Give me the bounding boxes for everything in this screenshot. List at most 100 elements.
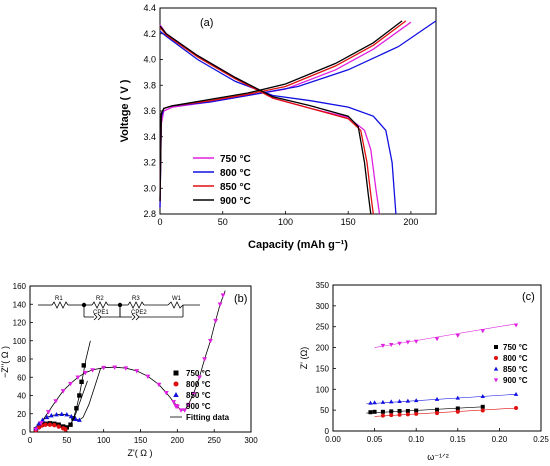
panel-b-fit-curve-0	[35, 340, 91, 430]
panel-a-xtick-label: 150	[341, 217, 356, 227]
panel-c-xtick-label: 0.10	[408, 435, 424, 444]
panel-b-point-3	[101, 365, 107, 371]
panel-b-point-3	[213, 318, 219, 324]
panel-b-legend-marker	[173, 392, 179, 397]
panel-c-point-0	[372, 409, 377, 414]
panel-c-legend-marker	[493, 366, 499, 371]
panel-a-xtick-label: 200	[403, 217, 418, 227]
panel-c-label: (c)	[522, 291, 535, 303]
panel-b-point-0	[81, 363, 86, 368]
panel-b-point-3	[182, 408, 188, 413]
panel-c-point-3	[455, 333, 460, 338]
panel-a-discharge-curve-1	[159, 30, 397, 215]
panel-b-point-3	[156, 382, 162, 388]
panel-b-point-3	[112, 365, 118, 370]
panel-c-ytick-label: 200	[316, 344, 330, 353]
panel-c-point-0	[480, 404, 485, 409]
panel-c-frame	[332, 284, 542, 432]
panel-c-point-3	[405, 340, 411, 345]
panel-b-point-3	[60, 389, 66, 394]
panel-a-legend: 750 °C 800 °C 850 °C 900 °C	[193, 154, 251, 207]
panel-a-legend-label: 900 °C	[220, 196, 251, 207]
panel-c-point-2	[389, 399, 394, 404]
panel-c-xlabel: ω⁻¹ᐟ²	[427, 452, 449, 462]
panel-b-point-2	[68, 413, 74, 419]
circuit-label-w1: W1	[172, 296, 182, 302]
panel-c-legend-label: 900 °C	[503, 376, 528, 385]
panel-b-point-0	[77, 393, 82, 398]
panel-b-point-0	[64, 425, 70, 430]
panel-c-point-0	[389, 409, 394, 414]
circuit-label-r1: R1	[55, 296, 63, 302]
panel-c-point-3	[480, 329, 485, 334]
panel-b-point-2	[54, 412, 59, 417]
circuit-label-cpe2: CPE2	[131, 310, 147, 316]
panel-a-ytick-label: 3.6	[143, 106, 156, 116]
panel-b-legend-marker	[173, 381, 179, 387]
panel-b-point-3	[82, 370, 88, 376]
panel-b-point-2	[40, 417, 45, 422]
panel-c-point-1	[389, 413, 394, 418]
panel-c-ytick-label: 0	[325, 427, 330, 436]
panel-b-point-0	[79, 379, 84, 385]
panel-b-point-3	[171, 400, 177, 405]
panel-a-legend-label: 850 °C	[220, 182, 251, 193]
panel-c-point-3	[397, 341, 402, 346]
panel-b-point-2	[76, 417, 82, 422]
panel-b-point-0	[68, 422, 73, 427]
panel-c-ytick-label: 150	[316, 364, 330, 373]
panel-c-fit-line-3	[374, 323, 517, 348]
panel-a-ytick-label: 3.2	[143, 158, 156, 168]
panel-b-xtick-label: 100	[97, 436, 111, 445]
panel-b-point-3	[75, 375, 81, 380]
panel-b-point-1	[63, 427, 68, 432]
panel-a-discharge-curve-2	[159, 26, 374, 215]
panel-b-ytick-label: 0	[22, 428, 27, 437]
panel-b-ytick-label: 20	[17, 410, 26, 419]
panel-a-frame	[159, 7, 437, 215]
panel-c-legend: 750 °C 800 °C 850 °C 900 °C	[493, 343, 528, 385]
panel-a-ytick-label: 3.8	[143, 80, 156, 90]
panel-c-ytick-label: 300	[316, 302, 330, 311]
panel-c-point-2	[455, 395, 460, 400]
panel-b-point-3	[53, 399, 59, 404]
panel-c-point-2	[414, 398, 419, 403]
panel-b-point-3	[202, 357, 208, 362]
panel-a-charge-curve-0	[159, 21, 412, 208]
panel-b-point-3	[134, 369, 140, 374]
panel-b-point-3	[123, 366, 129, 371]
panel-b-xtick-label: 50	[62, 436, 71, 445]
panel-b-point-0	[71, 416, 76, 421]
panel-c-point-1	[435, 411, 439, 416]
panel-b-point-2	[73, 416, 79, 421]
panel-b-point-3	[208, 338, 213, 344]
panel-b-point-2	[44, 414, 50, 420]
panel-c-point-0	[380, 409, 385, 414]
panel-c-legend-marker	[494, 356, 498, 360]
panel-b-point-0	[74, 406, 79, 411]
panel-b-ytick-label: 100	[13, 337, 27, 346]
panel-c-point-0	[405, 408, 410, 413]
panel-b-point-3	[163, 391, 169, 396]
panel-b-xtick-label: 200	[171, 436, 185, 445]
panel-a-charge-curve-1	[159, 20, 437, 208]
panel-a-xtick-label: 50	[218, 217, 228, 227]
panel-a-discharge-curve-3	[159, 25, 372, 215]
panel-c-point-2	[372, 400, 377, 405]
panel-c-point-3	[414, 339, 419, 344]
panel-c-warburg: 0.00 0.05 0.10 0.15 0.20 0.25 0 50 100 150 200 250 3…	[299, 281, 549, 462]
panel-b-point-3	[220, 293, 226, 298]
panel-b-point-3	[145, 374, 151, 379]
panel-c-point-0	[455, 406, 460, 411]
panel-b-ytick-label: 160	[13, 282, 27, 291]
panel-b-point-3	[178, 408, 184, 413]
panel-b-xtick-label: 0	[28, 436, 33, 445]
panel-c-point-1	[514, 406, 519, 411]
panel-c-point-0	[397, 408, 402, 413]
panel-b-point-2	[36, 421, 42, 426]
panel-a-legend-label: 800 °C	[220, 168, 251, 179]
panel-b-fit-curve-3	[35, 290, 226, 430]
panel-a-legend-label: 750 °C	[220, 154, 251, 165]
panel-b-point-2	[64, 412, 70, 417]
panel-c-legend-label: 750 °C	[503, 343, 528, 352]
